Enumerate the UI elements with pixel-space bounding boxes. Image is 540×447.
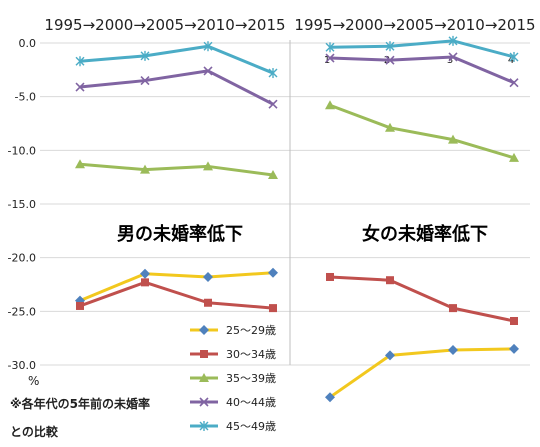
y-tick-label: -5.0 [15,91,36,104]
data-point-left-40-44 [268,99,278,109]
data-point-right-25-29 [325,392,335,403]
data-point-right-35-39 [509,152,519,162]
data-point-right-40-44 [385,55,395,65]
y-tick-label: 0.0 [19,37,37,50]
y-tick-label: -10.0 [8,144,36,157]
y-tick-label: -15.0 [8,198,36,211]
y-tick-label: -30.0 [8,359,36,372]
data-point-right-45-49 [385,41,395,52]
left-x-header: 1995→2000→2005→2010→2015 [44,16,285,34]
data-point-left-25-29 [203,271,213,282]
left-panel-title: 男の未婚率低下 [117,223,243,245]
note-line-1: ※各年代の5年前の未婚率 [10,396,150,411]
right-x-header: 1995→2000→2005→2010→2015 [294,16,535,34]
data-point-left-45-49 [75,56,85,67]
data-point-right-30-34 [449,304,457,313]
series-line-left-40-44 [79,69,274,106]
legend-item-40-44: 40～44歳 [190,396,276,409]
data-point-left-45-49 [268,68,278,79]
data-point-left-25-29 [268,267,278,278]
legend-label: 30～34歳 [226,348,276,361]
series-line-right-45-49 [329,39,515,59]
series-layer [75,35,519,403]
data-point-right-45-49 [448,35,458,46]
series-line-right-30-34 [329,275,515,323]
data-point-right-25-29 [385,350,395,361]
legend-marker [199,421,209,431]
data-point-right-35-39 [448,134,458,144]
series-line-right-25-29 [329,347,515,399]
data-point-left-45-49 [140,50,150,61]
legend-item-45-49: 45～49歳 [190,420,276,433]
data-point-left-25-29 [140,268,150,279]
data-point-left-30-34 [204,298,212,307]
legend-marker [199,373,209,382]
data-point-right-45-49 [325,42,335,53]
data-point-right-40-44 [325,53,335,63]
legend-label: 40～44歳 [226,396,276,409]
legend-label: 35～39歳 [226,372,276,385]
data-point-right-25-29 [448,344,458,355]
data-point-left-35-39 [203,161,213,171]
series-line-left-30-34 [79,280,274,310]
data-point-right-45-49 [509,51,519,62]
data-point-left-30-34 [141,278,149,287]
data-point-left-30-34 [76,301,84,310]
series-line-left-35-39 [79,162,274,177]
series-line-right-40-44 [329,55,515,85]
legend-item-25-29: 25～29歳 [190,324,276,337]
data-point-left-35-39 [75,159,85,169]
legend-label: 25～29歳 [226,324,276,337]
data-point-left-30-34 [269,304,277,313]
y-tick-label: -25.0 [8,305,36,318]
series-line-right-35-39 [329,103,515,160]
grid-layer [40,42,530,366]
series-line-left-25-29 [79,271,274,302]
data-point-right-30-34 [510,316,518,325]
data-point-left-40-44 [75,82,85,92]
legend: 25～29歳 30～34歳 35～39歳 40～44歳 45～49歳 [190,324,276,433]
legend-item-30-34: 30～34歳 [190,348,276,361]
note-line-2: との比較 [10,424,59,439]
legend-marker [200,350,208,358]
data-point-right-40-44 [509,78,519,88]
y-tick-label: -20.0 [8,252,36,265]
legend-label: 45～49歳 [226,420,276,433]
y-tick-labels: 0.0 -5.0 -10.0 -15.0 -20.0 -25.0 -30.0 [8,37,36,372]
data-point-right-25-29 [509,343,519,354]
data-point-left-45-49 [203,41,213,52]
data-point-right-40-44 [448,52,458,62]
data-point-left-40-44 [140,76,150,86]
data-point-left-35-39 [140,164,150,174]
series-line-left-45-49 [79,44,274,75]
y-unit-label: % [28,374,39,388]
data-point-right-35-39 [385,122,395,132]
legend-marker [199,325,209,335]
data-point-left-40-44 [203,66,213,76]
legend-item-35-39: 35～39歳 [190,372,276,385]
right-panel-title: 女の未婚率低下 [362,223,488,245]
data-point-right-35-39 [325,100,335,110]
data-point-left-35-39 [268,170,278,180]
legend-marker [199,397,209,407]
data-point-right-30-34 [326,272,334,281]
x-tick-labels: 1234 [324,55,514,66]
data-point-right-30-34 [386,276,394,285]
